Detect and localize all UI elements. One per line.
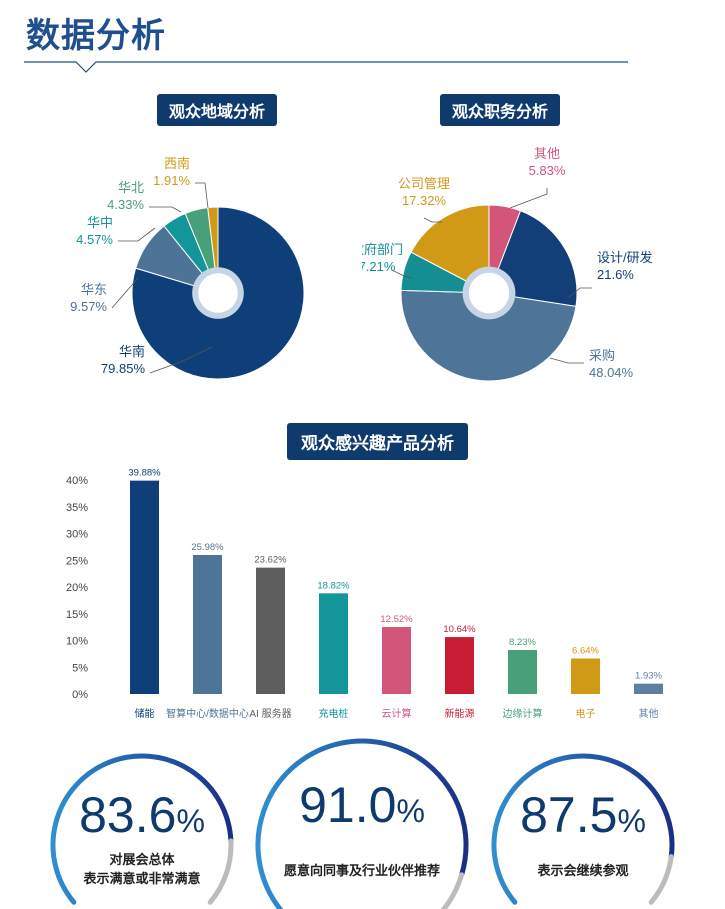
y-tick-label: 40% xyxy=(66,475,88,487)
gauge-arc-rest-1 xyxy=(207,838,234,905)
x-category-label: 云计算 xyxy=(382,707,412,720)
x-category-label: AI 服务器 xyxy=(249,707,291,720)
pie-label-name-0: 华南 xyxy=(119,344,145,359)
x-category-label: 智算中心/数据中心 xyxy=(166,707,249,720)
satisfaction-gauges xyxy=(50,738,675,909)
x-category-label: 充电桩 xyxy=(319,707,349,720)
pie-label-value-3: 7.21% xyxy=(362,259,396,274)
x-category-label: 电子 xyxy=(576,707,596,720)
bar-value-label: 18.82% xyxy=(317,580,350,591)
bar xyxy=(193,555,222,694)
pie-label-name-3: 华北 xyxy=(118,180,144,195)
pie-label-name-4: 西南 xyxy=(164,156,190,171)
page-title: 数据分析 xyxy=(26,17,166,55)
bar-value-label: 25.98% xyxy=(191,542,224,553)
pie-donut-hole xyxy=(468,272,510,314)
bar xyxy=(256,567,285,694)
pie-label-value-0: 79.85% xyxy=(101,361,146,376)
pie-leader-line-0 xyxy=(149,346,213,374)
pie-leader-line-2 xyxy=(549,357,584,364)
y-tick-label: 5% xyxy=(72,662,88,674)
bar-value-label: 1.93% xyxy=(635,671,662,682)
pie-label-name-1: 华东 xyxy=(81,282,107,297)
y-tick-label: 10% xyxy=(66,636,88,648)
bar xyxy=(319,593,348,694)
pie-label-value-1: 9.57% xyxy=(70,299,107,314)
bar-value-label: 23.62% xyxy=(254,555,287,566)
x-category-label: 新能源 xyxy=(445,707,475,720)
stat-label-2-line1: 愿意向同事及行业伙伴推荐 xyxy=(283,863,440,878)
bar xyxy=(571,658,600,694)
pie-leader-line-1 xyxy=(567,287,592,299)
pie-leader-line-0 xyxy=(509,188,548,209)
pie-label-value-3: 4.33% xyxy=(107,197,144,212)
bar xyxy=(508,649,537,694)
pie-leader-line-3 xyxy=(149,206,182,213)
pie-label-name-1: 设计/研发 xyxy=(597,250,653,265)
product-bar-chart: 0% 5% 10% 15% 20% 25% 30% 35% 40% 39.88% 储能 25.98% 智… xyxy=(66,468,663,720)
title-divider xyxy=(24,61,628,73)
pie-label-value-2: 4.57% xyxy=(76,232,113,247)
pie-leader-line-4 xyxy=(195,182,209,209)
stat-label-3-line1: 表示会继续参观 xyxy=(537,863,629,878)
stat-value-1: 83.6% xyxy=(79,787,205,843)
pie-leader-line-3 xyxy=(391,269,413,279)
y-tick-label: 20% xyxy=(66,582,88,594)
y-tick-label: 35% xyxy=(66,502,88,514)
pie-leader-line-2 xyxy=(118,227,156,242)
job-pie-chart: 其他 5.83% 设计/研发 21.6% 采购 48.04% 政府部门 7.21% 公司管理 17… xyxy=(362,146,653,382)
job-section-label: 观众职务分析 xyxy=(440,94,561,126)
bar-value-label: 10.64% xyxy=(443,624,476,635)
pie-label-name-4: 公司管理 xyxy=(398,176,450,191)
x-category-label: 其他 xyxy=(639,707,659,720)
stat-value-2: 91.0% xyxy=(299,777,425,833)
pie-label-name-0: 其他 xyxy=(534,146,560,161)
product-section-label: 观众感兴趣产品分析 xyxy=(287,423,468,460)
region-pie-chart: 华南 79.85% 华东 9.57% 华中 4.57% 华北 4.33% 西南 1.91% xyxy=(70,156,305,380)
pie-label-value-0: 5.83% xyxy=(529,163,566,178)
stat-label-1: 对展会总体 表示满意或非常满意 xyxy=(52,850,232,888)
bar-value-label: 12.52% xyxy=(380,614,413,625)
pie-slice-4 xyxy=(410,204,490,294)
pie-leader-line-4 xyxy=(423,217,442,223)
y-tick-label: 25% xyxy=(66,555,88,567)
bar xyxy=(445,637,474,694)
stat-label-1-line2: 表示满意或非常满意 xyxy=(83,871,201,886)
y-tick-label: 0% xyxy=(72,689,88,701)
bar xyxy=(382,627,411,694)
pie-slice-2 xyxy=(400,289,577,382)
stat-label-3: 表示会继续参观 xyxy=(493,861,673,880)
gauge-arc-rest-2 xyxy=(440,872,465,909)
bar xyxy=(634,683,663,694)
pie-leader-line-1 xyxy=(111,277,139,309)
stat-label-1-line1: 对展会总体 xyxy=(109,852,175,867)
gauge-arc-progress-2 xyxy=(255,738,469,909)
stat-value-3: 87.5% xyxy=(520,787,646,843)
x-category-label: 储能 xyxy=(135,707,155,720)
y-tick-label: 30% xyxy=(66,529,88,541)
bar-value-label: 39.88% xyxy=(128,468,161,479)
pie-label-value-4: 1.91% xyxy=(153,173,190,188)
gauge-arc-rest-3 xyxy=(648,854,674,905)
pie-label-value-2: 48.04% xyxy=(589,365,634,380)
region-section-label: 观众地域分析 xyxy=(157,94,278,126)
pie-label-value-4: 17.32% xyxy=(402,193,447,208)
bar-value-label: 8.23% xyxy=(509,637,536,648)
pie-label-name-2: 采购 xyxy=(589,348,615,363)
x-category-label: 边缘计算 xyxy=(503,707,543,720)
pie-donut-hole xyxy=(198,273,238,313)
pie-label-name-3: 政府部门 xyxy=(362,242,403,257)
gauge-arc-progress-1 xyxy=(50,753,234,905)
stat-label-2: 愿意向同事及行业伙伴推荐 xyxy=(262,861,462,880)
bar xyxy=(130,480,159,694)
y-tick-label: 15% xyxy=(66,609,88,621)
bar-value-label: 6.64% xyxy=(572,645,599,656)
pie-label-name-2: 华中 xyxy=(87,215,113,230)
pie-label-value-1: 21.6% xyxy=(597,267,634,282)
gauge-arc-progress-3 xyxy=(491,753,675,905)
